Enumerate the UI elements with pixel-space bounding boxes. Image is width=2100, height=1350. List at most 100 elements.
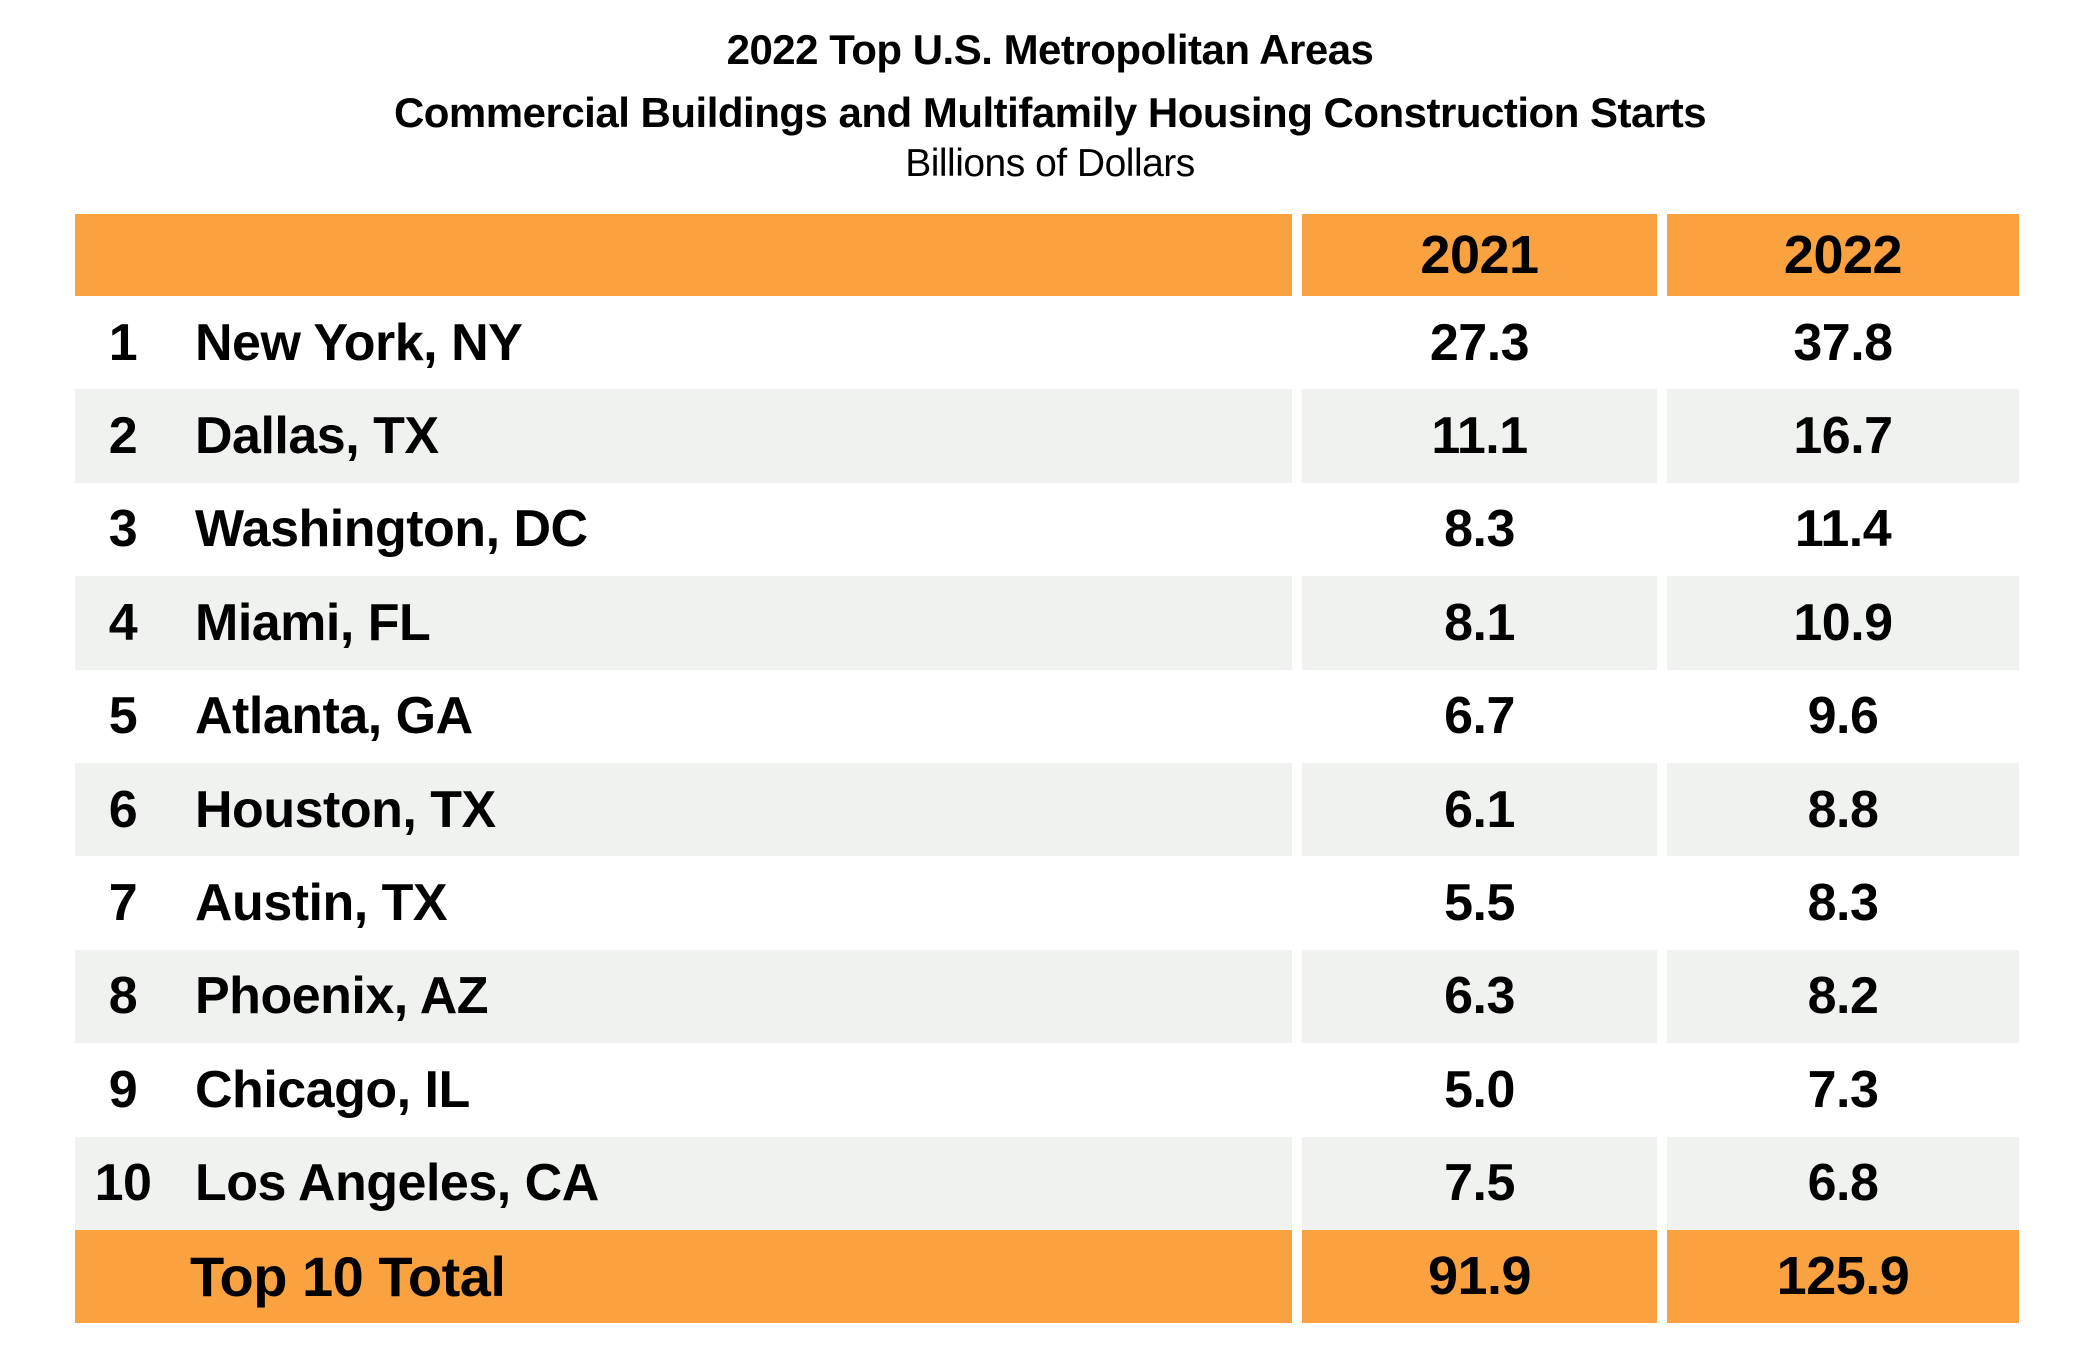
rank-label: 10 bbox=[94, 1154, 152, 1213]
table-body: 1 New York, NY 27.3 37.8 2 Dallas, TX 11… bbox=[75, 296, 2019, 1230]
value-2021-cell: 6.3 bbox=[1302, 949, 1657, 1044]
value-2022-cell: 7.3 bbox=[1667, 1043, 2019, 1137]
column-gap bbox=[1292, 1229, 1302, 1323]
column-gap bbox=[1292, 669, 1302, 763]
metro-cell: 3 Washington, DC bbox=[75, 482, 1292, 577]
column-gap bbox=[1292, 482, 1302, 577]
value-2022-cell: 16.7 bbox=[1667, 389, 2019, 483]
column-gap bbox=[1292, 214, 1302, 296]
value-2022-cell: 10.9 bbox=[1667, 576, 2019, 670]
column-gap bbox=[1292, 576, 1302, 670]
value-2022-cell: 8.2 bbox=[1667, 949, 2019, 1044]
metro-cell: 6 Houston, TX bbox=[75, 762, 1292, 857]
metro-cell: 7 Austin, TX bbox=[75, 856, 1292, 950]
city-label: Austin, TX bbox=[195, 874, 448, 933]
value-2022-cell: 11.4 bbox=[1667, 482, 2019, 577]
rank-label: 5 bbox=[108, 687, 138, 746]
total-label: Top 10 Total bbox=[190, 1244, 506, 1308]
column-gap bbox=[1657, 576, 1667, 670]
total-label-cell: Top 10 Total bbox=[75, 1229, 1292, 1323]
column-gap bbox=[1657, 296, 1667, 390]
rank-label: 4 bbox=[108, 593, 138, 652]
header-2022-cell: 2022 bbox=[1667, 214, 2019, 296]
column-gap bbox=[1292, 296, 1302, 390]
column-gap bbox=[1657, 762, 1667, 857]
total-2021-cell: 91.9 bbox=[1302, 1229, 1657, 1323]
column-gap bbox=[1657, 1136, 1667, 1230]
total-2022-cell: 125.9 bbox=[1667, 1229, 2019, 1323]
column-gap bbox=[1657, 1043, 1667, 1137]
city-label: Los Angeles, CA bbox=[195, 1154, 599, 1213]
rank-label: 3 bbox=[108, 500, 138, 559]
page-subtitle-units: Billions of Dollars bbox=[905, 142, 1195, 185]
value-2022-cell: 37.8 bbox=[1667, 296, 2019, 390]
rank-label: 9 bbox=[108, 1060, 138, 1119]
value-2021-cell: 5.5 bbox=[1302, 856, 1657, 950]
column-gap bbox=[1657, 482, 1667, 577]
metro-cell: 4 Miami, FL bbox=[75, 576, 1292, 670]
page-title-line1: 2022 Top U.S. Metropolitan Areas bbox=[726, 26, 1374, 73]
header-2021-cell: 2021 bbox=[1302, 214, 1657, 296]
city-label: Dallas, TX bbox=[195, 407, 439, 466]
city-label: Miami, FL bbox=[195, 593, 431, 652]
page-title-line2: Commercial Buildings and Multifamily Hou… bbox=[393, 89, 1707, 136]
city-label: Chicago, IL bbox=[195, 1060, 470, 1119]
header-metro-cell bbox=[75, 214, 1292, 296]
city-label: Atlanta, GA bbox=[195, 687, 473, 746]
value-2022-cell: 8.3 bbox=[1667, 856, 2019, 950]
rank-label: 7 bbox=[108, 874, 138, 933]
table-row: 9 Chicago, IL 5.0 7.3 bbox=[75, 1043, 2019, 1137]
column-gap bbox=[1292, 1043, 1302, 1137]
metro-cell: 5 Atlanta, GA bbox=[75, 669, 1292, 763]
rank-label: 6 bbox=[108, 780, 138, 839]
table-row: 3 Washington, DC 8.3 11.4 bbox=[75, 482, 2019, 577]
rank-label: 8 bbox=[108, 967, 138, 1026]
metro-cell: 10 Los Angeles, CA bbox=[75, 1136, 1292, 1230]
column-gap bbox=[1292, 1136, 1302, 1230]
construction-starts-table: 2021 2022 1 New York, NY 27.3 37.8 2 Dal… bbox=[75, 214, 2019, 1323]
value-2022-cell: 8.8 bbox=[1667, 762, 2019, 857]
value-2022-cell: 9.6 bbox=[1667, 669, 2019, 763]
rank-label: 2 bbox=[108, 407, 138, 466]
value-2021-cell: 7.5 bbox=[1302, 1136, 1657, 1230]
metro-cell: 1 New York, NY bbox=[75, 296, 1292, 390]
value-2021-cell: 5.0 bbox=[1302, 1043, 1657, 1137]
title-block: 2022 Top U.S. Metropolitan Areas Commerc… bbox=[0, 26, 2100, 186]
column-gap bbox=[1657, 389, 1667, 483]
value-2021-cell: 11.1 bbox=[1302, 389, 1657, 483]
value-2021-cell: 8.3 bbox=[1302, 482, 1657, 577]
table-header-row: 2021 2022 bbox=[75, 214, 2019, 296]
metro-cell: 8 Phoenix, AZ bbox=[75, 949, 1292, 1044]
column-gap bbox=[1657, 856, 1667, 950]
table-row: 8 Phoenix, AZ 6.3 8.2 bbox=[75, 949, 2019, 1044]
value-2021-cell: 6.1 bbox=[1302, 762, 1657, 857]
total-row: Top 10 Total 91.9 125.9 bbox=[75, 1229, 2019, 1323]
value-2021-cell: 8.1 bbox=[1302, 576, 1657, 670]
table-row: 5 Atlanta, GA 6.7 9.6 bbox=[75, 669, 2019, 763]
value-2021-cell: 27.3 bbox=[1302, 296, 1657, 390]
table-row: 6 Houston, TX 6.1 8.8 bbox=[75, 762, 2019, 857]
table-row: 2 Dallas, TX 11.1 16.7 bbox=[75, 389, 2019, 483]
city-label: Phoenix, AZ bbox=[195, 967, 489, 1026]
rank-label: 1 bbox=[108, 313, 138, 372]
column-gap bbox=[1657, 1229, 1667, 1323]
metro-cell: 2 Dallas, TX bbox=[75, 389, 1292, 483]
column-gap bbox=[1292, 389, 1302, 483]
column-gap bbox=[1292, 762, 1302, 857]
city-label: Houston, TX bbox=[195, 780, 496, 839]
column-gap bbox=[1657, 669, 1667, 763]
city-label: Washington, DC bbox=[195, 500, 588, 559]
city-label: New York, NY bbox=[195, 313, 523, 372]
table-row: 7 Austin, TX 5.5 8.3 bbox=[75, 856, 2019, 950]
table-row: 10 Los Angeles, CA 7.5 6.8 bbox=[75, 1136, 2019, 1230]
column-gap bbox=[1657, 949, 1667, 1044]
value-2021-cell: 6.7 bbox=[1302, 669, 1657, 763]
metro-cell: 9 Chicago, IL bbox=[75, 1043, 1292, 1137]
table-row: 4 Miami, FL 8.1 10.9 bbox=[75, 576, 2019, 670]
column-gap bbox=[1292, 949, 1302, 1044]
column-gap bbox=[1657, 214, 1667, 296]
column-gap bbox=[1292, 856, 1302, 950]
value-2022-cell: 6.8 bbox=[1667, 1136, 2019, 1230]
table-row: 1 New York, NY 27.3 37.8 bbox=[75, 296, 2019, 390]
